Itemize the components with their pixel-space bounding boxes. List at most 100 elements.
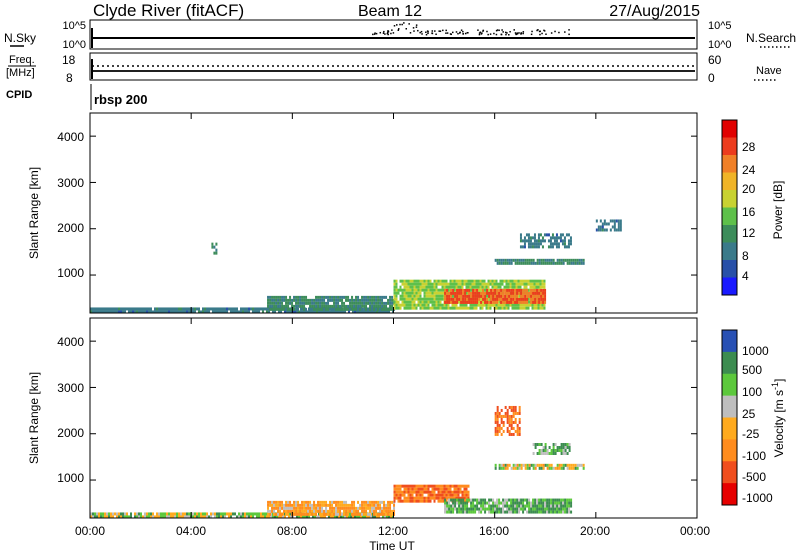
range-gate-cell [100, 310, 102, 314]
nsearch-point [455, 31, 458, 33]
range-gate-cell [515, 282, 518, 286]
range-gate-cell [504, 414, 507, 418]
range-gate-cell [158, 515, 160, 519]
range-gate-cell [437, 282, 440, 286]
range-gate-cell [453, 306, 456, 310]
range-gate-cell [504, 291, 507, 295]
range-gate-cell [530, 288, 533, 292]
range-gate-cell [540, 463, 543, 467]
range-gate-cell [458, 504, 461, 508]
range-gate-cell [468, 498, 471, 502]
range-gate-cell [528, 510, 531, 514]
range-gate-cell [499, 285, 502, 289]
range-gate-cell [510, 417, 513, 421]
range-gate-cell [530, 258, 533, 262]
nsearch-point [446, 32, 449, 34]
range-gate-cell [462, 288, 465, 292]
range-gate-cell [429, 297, 432, 301]
range-gate-cell [423, 285, 426, 289]
range-gate-cell [433, 285, 436, 289]
range-gate-cell [478, 294, 481, 298]
range-gate-cell [291, 503, 294, 507]
range-gate-cell [506, 501, 509, 505]
range-gate-cell [478, 297, 481, 301]
range-gate-cell [483, 285, 486, 289]
nsearch-point [413, 30, 415, 32]
range-gate-cell [279, 298, 282, 302]
range-gate-cell [246, 512, 248, 516]
range-gate-cell [335, 500, 338, 504]
range-gate-cell [492, 288, 495, 292]
range-gate-cell [321, 503, 324, 507]
range-gate-cell [554, 507, 557, 511]
range-gate-cell [331, 307, 334, 311]
range-gate-cell [554, 449, 557, 452]
range-gate-cell [519, 285, 522, 289]
range-gate-cell [464, 297, 467, 301]
range-gate-cell [337, 506, 340, 510]
range-gate-cell [449, 487, 452, 491]
range-gate-cell [619, 225, 622, 229]
range-gate-cell [427, 493, 430, 497]
range-gate-cell [208, 310, 210, 314]
range-gate-cell [516, 432, 519, 436]
range-gate-cell [542, 300, 545, 304]
range-gate-cell [538, 258, 541, 262]
range-gate-cell [399, 493, 402, 497]
range-gate-cell [447, 496, 450, 500]
range-gate-cell [327, 301, 330, 305]
range-gate-cell [226, 307, 228, 311]
range-gate-cell [178, 307, 180, 311]
range-gate-cell [455, 493, 458, 497]
range-gate-cell [484, 300, 487, 304]
range-gate-cell [514, 288, 517, 292]
range-gate-cell [329, 500, 332, 504]
range-gate-cell [479, 306, 482, 310]
range-gate-cell [516, 300, 519, 304]
range-gate-cell [502, 261, 505, 265]
range-gate-cell [559, 236, 562, 240]
range-gate-cell [299, 298, 302, 302]
range-gate-cell [532, 291, 535, 295]
range-gate-cell [393, 506, 396, 510]
range-gate-cell [319, 301, 322, 305]
nsky-tick-bottom: 10^0 [62, 39, 86, 51]
range-gate-cell [481, 300, 484, 304]
range-gate-cell [228, 515, 230, 519]
range-gate-cell [504, 294, 507, 298]
range-gate-cell [500, 300, 503, 304]
range-gate-cell [502, 466, 505, 470]
range-gate-cell [114, 310, 116, 314]
range-gate-cell [512, 405, 515, 409]
range-gate-cell [345, 512, 348, 516]
range-gate-cell [335, 307, 338, 311]
range-gate-cell [291, 298, 294, 302]
range-gate-cell [317, 301, 320, 305]
range-gate-cell [433, 288, 436, 292]
range-gate-cell [454, 501, 457, 505]
range-gate-cell [349, 503, 352, 507]
freq-panel: Freq. [MHz] 18 8 60 0 Nave [6, 52, 782, 85]
range-gate-cell [548, 501, 551, 505]
range-gate-cell [423, 297, 426, 301]
range-gate-cell [339, 500, 342, 504]
range-gate-cell [509, 303, 512, 307]
range-gate-cell [192, 515, 194, 519]
range-gate-cell [526, 291, 529, 295]
range-gate-cell [337, 301, 340, 305]
range-gate-cell [431, 291, 434, 295]
range-gate-cell [542, 291, 545, 295]
range-gate-cell [303, 503, 306, 507]
range-gate-cell [285, 506, 288, 510]
range-gate-cell [411, 487, 414, 491]
range-gate-cell [301, 301, 304, 305]
range-gate-cell [527, 245, 530, 249]
range-gate-cell [448, 510, 451, 514]
range-gate-cell [280, 310, 282, 314]
range-gate-cell [461, 484, 464, 488]
range-gate-cell [568, 510, 571, 514]
range-gate-cell [353, 298, 356, 302]
nsearch-point [390, 32, 392, 35]
range-gate-cell [504, 504, 507, 508]
range-gate-cell [431, 493, 434, 497]
